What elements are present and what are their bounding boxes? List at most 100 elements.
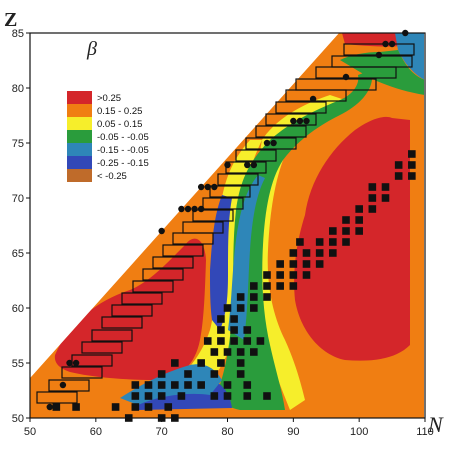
nucleus-square bbox=[256, 337, 265, 345]
nucleus-square bbox=[368, 205, 377, 213]
y-tick-label: 50 bbox=[12, 413, 24, 425]
nucleus-square bbox=[144, 392, 153, 400]
nucleus-dot bbox=[197, 205, 205, 213]
nucleus-square bbox=[243, 326, 252, 334]
nucleus-square bbox=[171, 381, 179, 389]
legend-swatch bbox=[67, 143, 92, 156]
nucleus-dot bbox=[263, 139, 271, 147]
nucleus-square bbox=[210, 392, 219, 400]
legend-label: 0.15 - 0.25 bbox=[97, 106, 142, 117]
nucleus-square bbox=[289, 271, 298, 279]
band-yellow-right bbox=[255, 95, 345, 410]
nucleus-square bbox=[177, 392, 186, 400]
legend-swatch bbox=[67, 104, 92, 117]
nucleus-dot bbox=[309, 95, 317, 103]
nucleus-square bbox=[236, 370, 245, 378]
nucleus-square bbox=[236, 304, 245, 312]
nucleus-square bbox=[263, 293, 271, 301]
nucleus-square bbox=[381, 194, 390, 202]
nucleus-square bbox=[329, 249, 337, 257]
y-tick-label: 70 bbox=[12, 193, 24, 205]
y-tick-label: 85 bbox=[12, 28, 24, 40]
x-tick-label: 70 bbox=[156, 426, 168, 438]
y-axis: 50 55 60 65 70 75 80 85 bbox=[12, 28, 30, 425]
region-deformed-right bbox=[294, 116, 410, 361]
nucleus-square bbox=[144, 403, 153, 411]
nucleus-dot bbox=[270, 139, 277, 147]
nucleus-square bbox=[210, 348, 219, 356]
nucleus-square bbox=[223, 304, 232, 312]
nucleus-dot bbox=[224, 161, 231, 169]
x-axis-title: N bbox=[427, 412, 444, 437]
staircase-boxes bbox=[36, 43, 415, 404]
nucleus-square bbox=[131, 392, 140, 400]
nucleus-square bbox=[197, 381, 205, 389]
nucleus-square bbox=[263, 271, 271, 279]
x-tick-label: 90 bbox=[287, 426, 299, 438]
legend-swatch bbox=[67, 91, 92, 104]
nucleus-square bbox=[171, 359, 179, 367]
nucleus-dot bbox=[342, 73, 350, 81]
nucleus-square bbox=[197, 359, 205, 367]
nucleus-square bbox=[157, 392, 166, 400]
nucleus-square bbox=[342, 216, 350, 224]
nucleus-dot bbox=[158, 227, 165, 235]
nucleus-square bbox=[394, 161, 403, 169]
nucleus-dot bbox=[244, 161, 251, 169]
nucleus-square bbox=[250, 348, 258, 356]
nucleus-square bbox=[302, 260, 311, 268]
nucleus-square bbox=[408, 172, 416, 180]
legend-swatch bbox=[67, 169, 92, 182]
nucleus-square bbox=[236, 348, 245, 356]
nucleus-square bbox=[223, 392, 232, 400]
nucleus-dot bbox=[66, 359, 73, 367]
nucleus-square bbox=[289, 249, 298, 257]
nucleus-dot bbox=[296, 117, 304, 125]
nucleus-square bbox=[329, 227, 337, 235]
legend-label: -0.05 - -0.05 bbox=[97, 132, 149, 143]
nucleus-square bbox=[355, 227, 363, 235]
nucleus-square bbox=[52, 403, 61, 411]
x-tick-label: 80 bbox=[221, 426, 233, 438]
nucleus-square bbox=[368, 194, 377, 202]
legend-label: 0.05 - 0.15 bbox=[97, 119, 142, 130]
nucleus-square bbox=[217, 326, 225, 334]
band-top-green bbox=[340, 50, 424, 95]
nucleus-dot bbox=[59, 381, 67, 389]
band-yellow-left bbox=[150, 140, 262, 400]
legend-label: -0.15 - -0.05 bbox=[97, 145, 149, 156]
nucleus-square bbox=[250, 304, 258, 312]
x-axis: 50 60 70 80 90 100 110 bbox=[24, 418, 434, 438]
legend-swatch bbox=[67, 156, 92, 169]
region-deformed-left bbox=[54, 238, 206, 380]
nucleus-square bbox=[236, 359, 245, 367]
legend: >0.25 0.15 - 0.25 0.05 - 0.15 -0.05 - -0.05… bbox=[67, 91, 149, 182]
beta-label: β bbox=[86, 38, 97, 60]
nucleus-square bbox=[276, 271, 284, 279]
y-axis-title: Z bbox=[4, 9, 17, 31]
nucleus-dot bbox=[204, 183, 211, 191]
y-tick-label: 75 bbox=[12, 138, 24, 150]
nucleus-square bbox=[210, 370, 219, 378]
nucleus-dot bbox=[178, 205, 185, 213]
nucleus-square bbox=[157, 381, 166, 389]
nucleus-square bbox=[230, 326, 238, 334]
nucleus-square bbox=[223, 381, 232, 389]
nucleus-square bbox=[263, 282, 271, 290]
nucleus-dot bbox=[290, 117, 297, 125]
nucleus-dot bbox=[303, 117, 310, 125]
x-tick-label: 60 bbox=[90, 426, 102, 438]
nucleus-square bbox=[250, 293, 258, 301]
nucleus-square bbox=[381, 183, 390, 191]
band-darkblue bbox=[210, 195, 232, 330]
nucleus-square bbox=[243, 392, 252, 400]
nucleus-dot bbox=[211, 183, 218, 191]
unbound-region bbox=[30, 33, 339, 378]
nucleus-square bbox=[111, 403, 120, 411]
nucleus-dot bbox=[191, 205, 198, 213]
nucleus-square bbox=[157, 370, 166, 378]
nucleus-square bbox=[243, 337, 252, 345]
nucleus-square bbox=[368, 183, 377, 191]
nucleus-square bbox=[289, 260, 298, 268]
y-tick-label: 60 bbox=[12, 303, 24, 315]
